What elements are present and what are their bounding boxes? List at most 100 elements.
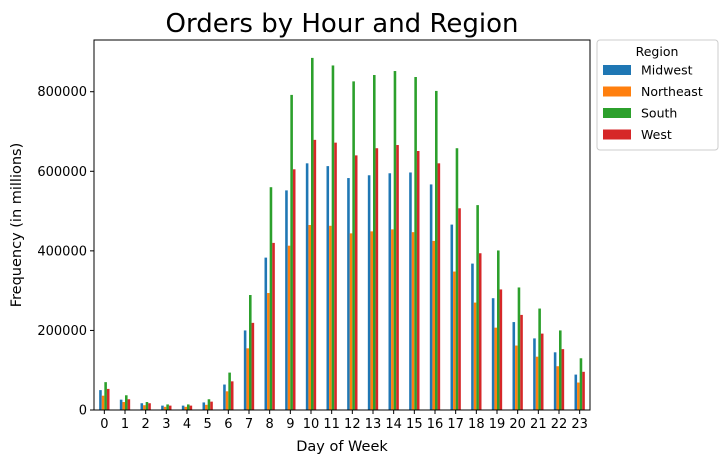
- bar: [311, 57, 314, 411]
- bar: [450, 224, 454, 410]
- bar: [540, 333, 544, 410]
- bar: [205, 404, 208, 410]
- bar: [331, 65, 335, 411]
- legend-label: South: [641, 106, 677, 121]
- y-tick-label: 200000: [37, 324, 87, 339]
- bar: [163, 406, 167, 410]
- bar: [287, 245, 291, 410]
- bar: [582, 371, 585, 410]
- bar: [538, 308, 541, 410]
- bar: [574, 374, 578, 410]
- bar: [416, 151, 420, 410]
- y-axis-ticks: 0 200000 400000 600000 800000: [37, 85, 94, 419]
- bar: [326, 166, 330, 410]
- legend-swatch: [603, 129, 631, 140]
- x-tick-label: 21: [530, 417, 547, 432]
- bar: [246, 348, 249, 410]
- bar: [249, 295, 252, 410]
- bar: [99, 390, 102, 410]
- x-tick-label: 12: [344, 417, 361, 432]
- bar: [187, 404, 190, 410]
- bar: [308, 225, 311, 410]
- x-axis-title: Day of Week: [296, 439, 388, 455]
- bar: [119, 399, 123, 410]
- bar: [375, 148, 379, 410]
- legend: Region Midwest Northeast South West: [596, 39, 719, 151]
- legend-title: Region: [636, 44, 679, 59]
- bar: [437, 163, 441, 410]
- bar: [264, 257, 268, 410]
- bar: [435, 90, 438, 411]
- x-tick-label: 20: [509, 417, 526, 432]
- bar: [106, 388, 110, 410]
- x-tick-label: 22: [551, 417, 568, 432]
- legend-label: West: [641, 127, 672, 142]
- x-tick-label: 14: [385, 417, 402, 432]
- bar: [267, 293, 270, 410]
- x-tick-label: 19: [489, 417, 506, 432]
- y-tick-label: 400000: [37, 244, 87, 259]
- x-tick-label: 16: [427, 417, 444, 432]
- x-tick-label: 15: [406, 417, 423, 432]
- bar: [189, 405, 193, 410]
- bar: [272, 242, 275, 410]
- bar: [251, 322, 255, 410]
- bar: [168, 405, 172, 410]
- y-tick-label: 800000: [37, 85, 87, 100]
- bar: [207, 399, 211, 410]
- bar: [292, 169, 296, 410]
- bar: [391, 229, 394, 410]
- bar: [230, 381, 234, 410]
- bar: [388, 173, 392, 410]
- bar: [127, 399, 131, 410]
- bar: [367, 175, 371, 410]
- bar: [243, 330, 247, 410]
- bar: [476, 205, 479, 410]
- bar: [497, 250, 500, 410]
- bar: [161, 405, 164, 410]
- legend-swatch: [603, 65, 631, 75]
- bar: [517, 287, 521, 410]
- x-tick-label: 6: [224, 417, 232, 432]
- bar: [559, 330, 562, 410]
- bar: [349, 233, 353, 410]
- bar: [499, 289, 503, 410]
- y-axis-title: Frequency (in millions): [9, 143, 25, 308]
- bar: [148, 403, 151, 410]
- bar: [533, 338, 536, 410]
- bar: [122, 402, 125, 410]
- bar: [579, 358, 583, 410]
- bar: [409, 172, 412, 410]
- bar: [471, 263, 474, 410]
- bar: [373, 75, 376, 410]
- x-tick-label: 3: [162, 417, 170, 432]
- bar: [166, 404, 169, 410]
- bar: [290, 94, 293, 411]
- bar: [473, 302, 477, 410]
- x-tick-label: 13: [365, 417, 382, 432]
- bar: [225, 391, 229, 410]
- x-axis-ticks: 0 1 2 3 4 5 6 7 8 9 10 11 12 13 14 15 16 17 18 19 20 21 22 23: [100, 410, 588, 432]
- bar: [228, 372, 231, 410]
- bar: [347, 178, 350, 410]
- x-tick-label: 9: [286, 417, 294, 432]
- bar: [101, 395, 105, 410]
- x-tick-label: 11: [323, 417, 340, 432]
- bar: [414, 77, 417, 410]
- bar: [143, 405, 146, 410]
- bar: [561, 349, 565, 410]
- x-tick-label: 2: [142, 417, 150, 432]
- bar: [370, 231, 373, 410]
- bar: [458, 208, 461, 410]
- x-tick-label: 8: [266, 417, 274, 432]
- x-tick-label: 17: [447, 417, 464, 432]
- x-tick-label: 7: [245, 417, 253, 432]
- x-tick-label: 4: [183, 417, 191, 432]
- bar: [393, 71, 397, 410]
- bar: [145, 402, 149, 410]
- x-tick-label: 10: [303, 417, 320, 432]
- bar: [577, 382, 580, 410]
- bar: [455, 148, 459, 410]
- bar: [515, 345, 518, 410]
